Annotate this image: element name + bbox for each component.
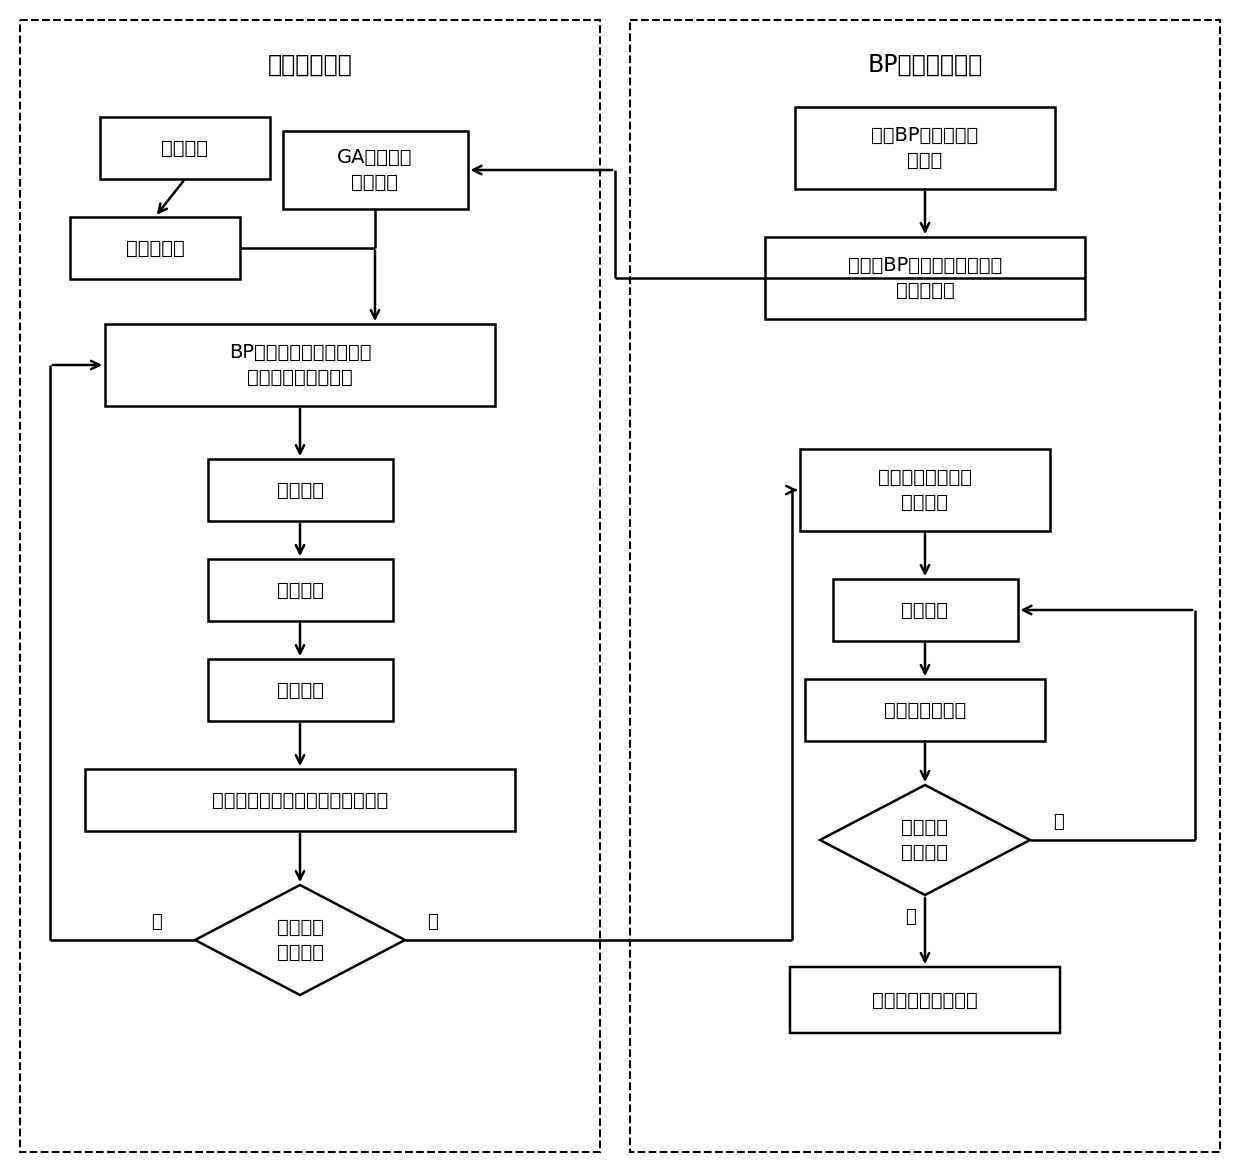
- Bar: [207, 459, 393, 522]
- Text: 是否满足
结束要求: 是否满足 结束要求: [901, 818, 949, 861]
- Bar: [800, 449, 1050, 531]
- Text: 确定BP神经网络拓
扑结构: 确定BP神经网络拓 扑结构: [872, 127, 978, 170]
- Text: 否: 否: [151, 913, 162, 931]
- Text: 对新群体中个体适应度的监测评估: 对新群体中个体适应度的监测评估: [212, 790, 388, 810]
- Text: BP神经网络训练得到误差
值作为适应度函数值: BP神经网络训练得到误差 值作为适应度函数值: [228, 343, 371, 387]
- Bar: [207, 659, 393, 721]
- Text: 是: 是: [428, 913, 439, 931]
- Text: 是否满足
结束要求: 是否满足 结束要求: [277, 918, 324, 962]
- Text: 遗传算法部分: 遗传算法部分: [268, 53, 352, 77]
- Text: 输入数据: 输入数据: [161, 138, 208, 157]
- Bar: [765, 237, 1085, 319]
- Bar: [805, 679, 1045, 741]
- Polygon shape: [195, 885, 405, 995]
- Text: GA对初始值
进行编码: GA对初始值 进行编码: [337, 148, 413, 192]
- Text: 变异操作: 变异操作: [277, 681, 324, 700]
- Bar: [207, 559, 393, 621]
- Text: 选择操作: 选择操作: [277, 481, 324, 499]
- Text: 数据预处理: 数据预处理: [125, 238, 185, 258]
- Text: 获取得到最优的权
值和阈值: 获取得到最优的权 值和阈值: [878, 468, 972, 512]
- Bar: [630, 20, 1220, 1152]
- Bar: [100, 117, 270, 179]
- Text: 是: 是: [905, 908, 915, 926]
- Text: 交叉操作: 交叉操作: [277, 580, 324, 600]
- Bar: [283, 131, 467, 209]
- FancyBboxPatch shape: [790, 967, 1060, 1033]
- Bar: [832, 579, 1018, 641]
- Text: 更新权值和阈值: 更新权值和阈值: [884, 701, 966, 720]
- Text: 进行仿真，得到结果: 进行仿真，得到结果: [872, 990, 978, 1009]
- Bar: [20, 20, 600, 1152]
- Bar: [86, 769, 515, 831]
- Polygon shape: [820, 785, 1030, 895]
- Text: BP神经网络部分: BP神经网络部分: [867, 53, 982, 77]
- Bar: [69, 217, 241, 279]
- Text: 否: 否: [1053, 813, 1064, 831]
- Text: 初始化BP神经网络各权值和
阈值的长度: 初始化BP神经网络各权值和 阈值的长度: [848, 255, 1002, 300]
- Bar: [105, 323, 495, 406]
- Text: 误差计算: 误差计算: [901, 600, 949, 620]
- Bar: [795, 107, 1055, 189]
